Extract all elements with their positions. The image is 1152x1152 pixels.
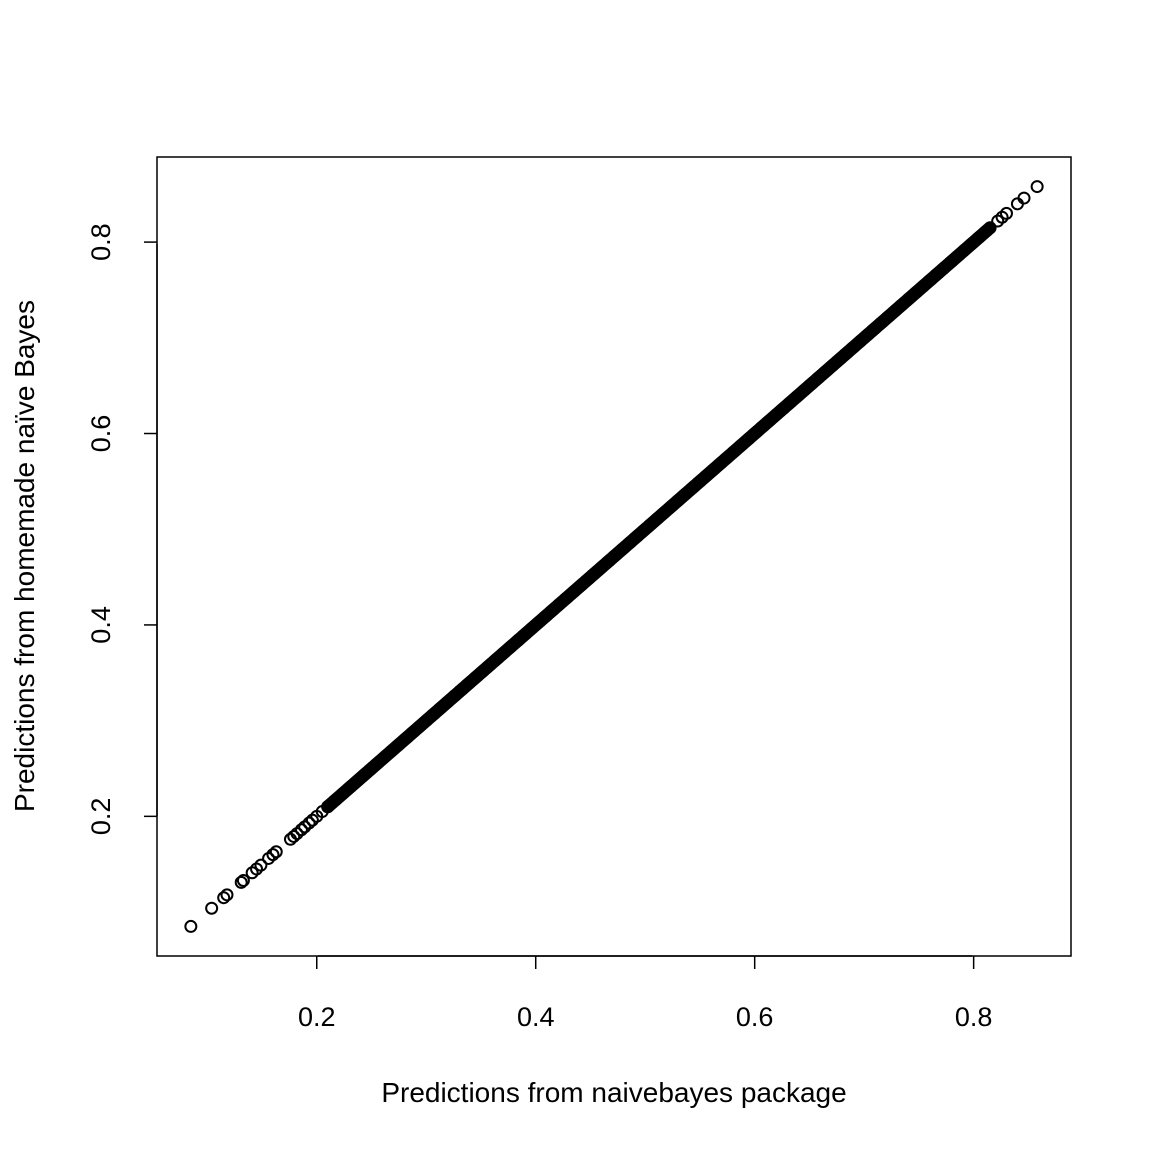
y-tick-label: 0.6	[86, 415, 116, 453]
data-point	[266, 848, 280, 862]
data-point	[184, 919, 198, 933]
x-axis-title: Predictions from naivebayes package	[381, 1077, 846, 1108]
y-tick-label: 0.2	[86, 798, 116, 836]
data-point	[302, 816, 316, 830]
x-tick-label: 0.8	[955, 1002, 993, 1032]
data-point	[1030, 180, 1044, 194]
data-point	[287, 829, 301, 843]
y-axis-title: Predictions from homemade naïve Bayes	[9, 300, 40, 812]
x-tick-label: 0.6	[736, 1002, 774, 1032]
data-point	[999, 206, 1013, 220]
data-point	[217, 891, 231, 905]
y-tick-label: 0.4	[86, 606, 116, 644]
y-tick-label: 0.8	[86, 223, 116, 261]
data-points	[184, 180, 1044, 933]
x-tick-label: 0.4	[517, 1002, 555, 1032]
data-point	[294, 823, 308, 837]
x-axis-ticks: 0.2 0.4 0.6 0.8	[298, 956, 992, 1032]
y-axis-ticks: 0.2 0.4 0.6 0.8	[86, 223, 157, 835]
data-point	[269, 845, 283, 859]
data-point	[1017, 191, 1031, 205]
data-point	[205, 901, 219, 915]
data-point	[234, 875, 248, 889]
x-tick-label: 0.2	[298, 1002, 336, 1032]
data-point	[236, 873, 250, 887]
data-point	[220, 888, 234, 902]
data-point	[983, 221, 997, 235]
data-point	[254, 858, 268, 872]
